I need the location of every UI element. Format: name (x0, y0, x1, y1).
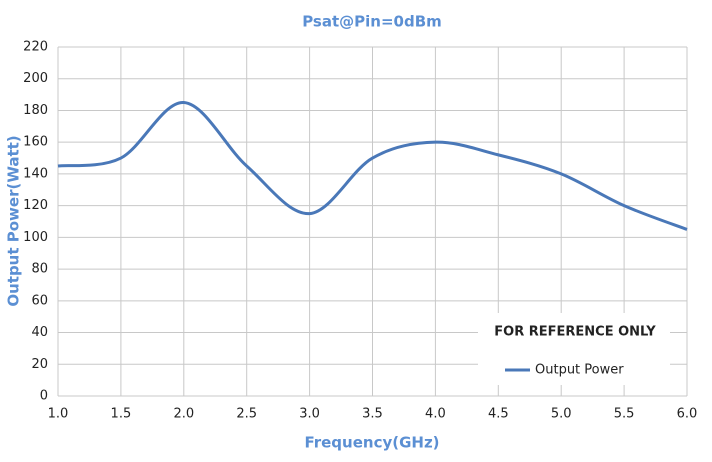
x-tick-label: 3.0 (299, 407, 320, 422)
x-tick-label: 2.5 (236, 407, 257, 422)
annotation: FOR REFERENCE ONLY (494, 325, 656, 340)
x-tick-label: 6.0 (677, 407, 698, 422)
y-tick-label: 200 (23, 71, 48, 86)
x-tick-label: 3.5 (362, 407, 383, 422)
x-tick-label: 1.0 (48, 407, 69, 422)
y-tick-label: 60 (31, 293, 48, 308)
x-tick-label: 4.0 (425, 407, 446, 422)
y-tick-label: 0 (40, 389, 48, 404)
y-tick-label: 180 (23, 103, 48, 118)
legend-box (478, 313, 670, 385)
y-tick-label: 40 (31, 325, 48, 340)
data-line (57, 101, 688, 231)
y-tick-label: 80 (31, 262, 48, 277)
y-axis-title: Output Power(Watt) (5, 135, 23, 306)
legend-label: Output Power (535, 363, 624, 378)
y-tick-label: 140 (23, 166, 48, 181)
x-tick-label: 2.0 (173, 407, 194, 422)
y-tick-label: 160 (23, 135, 48, 150)
y-tick-label: 120 (23, 198, 48, 213)
x-tick-label: 4.5 (488, 407, 509, 422)
y-tick-label: 100 (23, 230, 48, 245)
y-tick-label: 20 (31, 357, 48, 372)
x-tick-label: 5.0 (551, 407, 572, 422)
x-tick-label: 1.5 (111, 407, 132, 422)
x-tick-label: 5.5 (614, 407, 635, 422)
y-tick-label: 220 (23, 40, 48, 55)
x-axis-title: Frequency(GHz) (304, 434, 439, 452)
chart-title: Psat@Pin=0dBm (302, 13, 442, 31)
